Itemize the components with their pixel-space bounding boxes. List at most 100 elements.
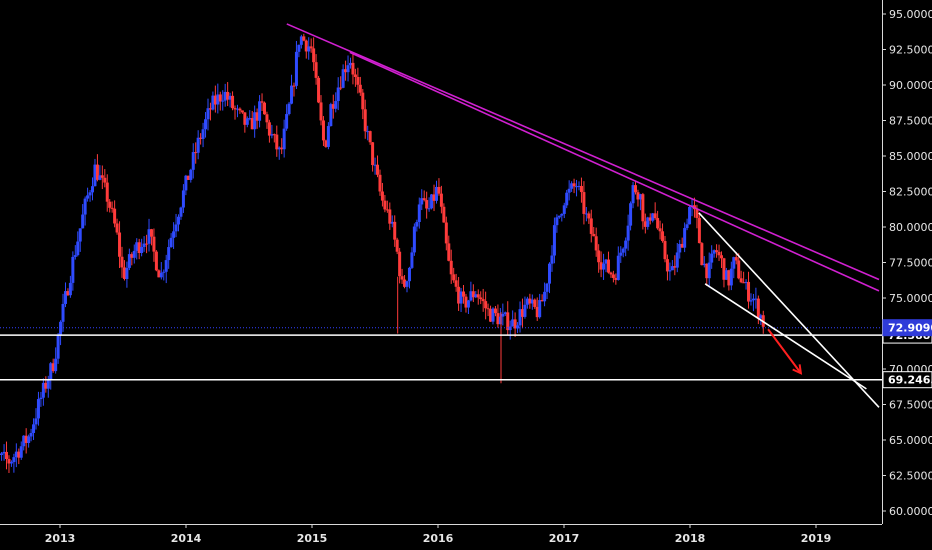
candle-body [211,95,215,110]
projection-arrow-head [792,364,803,375]
candle-body [307,46,311,52]
candle-body [184,175,188,191]
candle-body [683,228,687,248]
plot-area[interactable] [0,33,765,473]
candle-body [125,267,129,279]
upper-resistance-2-line[interactable] [349,51,880,292]
candle-body [393,221,397,240]
candle-body [277,147,281,150]
candle-body [309,46,313,49]
candle-body [120,256,124,268]
y-tick-label: 90.0000 [889,79,932,92]
candle-body [744,281,748,283]
candle-body [267,122,271,136]
candle-body [204,119,208,130]
support-low-tag-label: 69.2463 [888,374,932,387]
candle-body [63,291,67,304]
candle-body [341,69,345,88]
candle-body [317,77,321,103]
candle-body [137,242,141,254]
candle-body [250,118,254,130]
candle-body [641,194,645,222]
candle-body [439,193,443,207]
candle-body [221,100,225,102]
candle-body [108,201,112,208]
candle-body [12,457,16,463]
candle-body [506,312,510,331]
candle-body [661,231,665,242]
candle-body [734,257,738,261]
candle-body [535,306,539,318]
candle-body [34,418,38,425]
candle-body [469,291,473,301]
candle-body [378,174,382,192]
candle-body [540,300,544,302]
candle-body [179,207,183,217]
candle-body [226,91,230,100]
wedge-upper-line[interactable] [698,212,880,408]
candle-body [464,296,468,308]
candle-body [688,207,692,225]
candle-body [634,185,638,193]
upper-resistance-1-line[interactable] [286,23,880,281]
candle-body [46,380,50,389]
wedge-lower-line[interactable] [704,283,867,390]
candle-body [575,186,579,188]
candle-body [675,252,679,268]
candle-body [648,217,652,221]
y-tick-label: 62.5000 [889,470,932,483]
candle-body [376,164,380,175]
candle-body [434,186,438,201]
candle-body [56,334,60,359]
candle-body [656,218,660,229]
candle-body [238,108,242,111]
candle-body [700,243,704,266]
candle-body [312,48,316,63]
candle-body [560,213,564,216]
candle-body [235,108,239,110]
candle-body [710,253,714,263]
candle-body [572,183,576,187]
candle-body [383,200,387,210]
candle-body [454,280,458,287]
candle-body [297,44,301,52]
candle-body [720,255,723,259]
candle-body [747,281,751,302]
candle-body [621,248,625,253]
candle-body [223,91,227,101]
candle-body [110,207,114,209]
candle-body [147,229,151,244]
candle-body [417,204,421,223]
candle-body [142,243,146,247]
candle-body [695,209,699,218]
candle-body [54,358,58,372]
candle-body [152,236,156,252]
y-tick-label: 92.5000 [889,44,932,57]
candle-body [722,258,726,280]
candle-body [597,250,601,263]
candle-body [145,243,149,245]
candle-body [729,268,733,286]
candle-body [398,251,402,277]
candle-body [181,190,185,208]
candle-body [270,134,274,136]
candle-body [673,266,677,268]
candle-body [498,316,502,325]
candle-body [95,164,99,180]
candle-body [194,152,198,154]
candle-body [100,175,104,178]
candle-body [59,321,63,335]
candle-body [530,299,534,304]
candle-body [486,308,490,310]
projection-arrow-shaft[interactable] [767,328,802,374]
candle-body [172,231,176,238]
candle-body [329,104,333,127]
candle-body [130,254,134,258]
candle-body [262,102,266,115]
y-tick-label: 60.0000 [889,505,932,518]
candle-body [88,192,92,196]
candle-body [304,40,308,52]
candle-body [169,237,173,248]
